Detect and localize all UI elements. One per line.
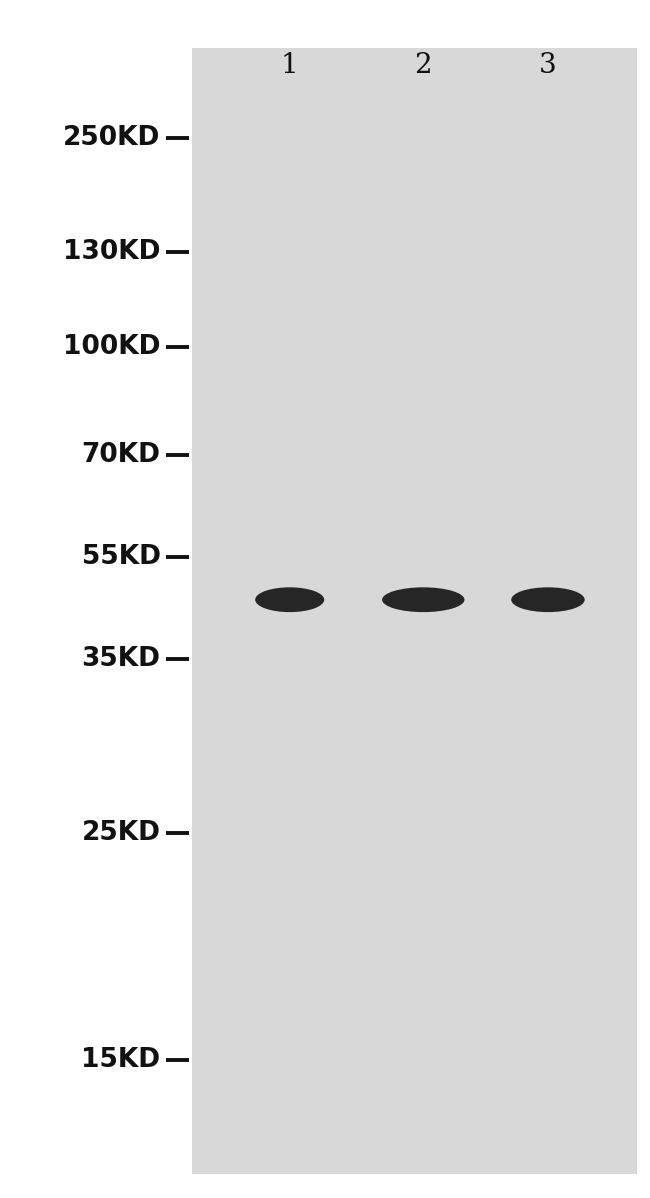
Text: 70KD: 70KD [81,442,161,468]
Text: 1: 1 [281,53,298,79]
Text: 100KD: 100KD [63,334,161,361]
Text: 130KD: 130KD [63,238,161,265]
Text: 3: 3 [539,53,557,79]
Text: 2: 2 [415,53,432,79]
Text: 250KD: 250KD [63,125,161,151]
Text: 35KD: 35KD [81,646,161,672]
Ellipse shape [511,587,585,612]
Ellipse shape [382,587,465,612]
Text: 15KD: 15KD [81,1047,161,1073]
Ellipse shape [255,587,324,612]
Text: 55KD: 55KD [81,544,161,570]
Text: 25KD: 25KD [81,819,161,846]
Bar [192,48,637,1174]
